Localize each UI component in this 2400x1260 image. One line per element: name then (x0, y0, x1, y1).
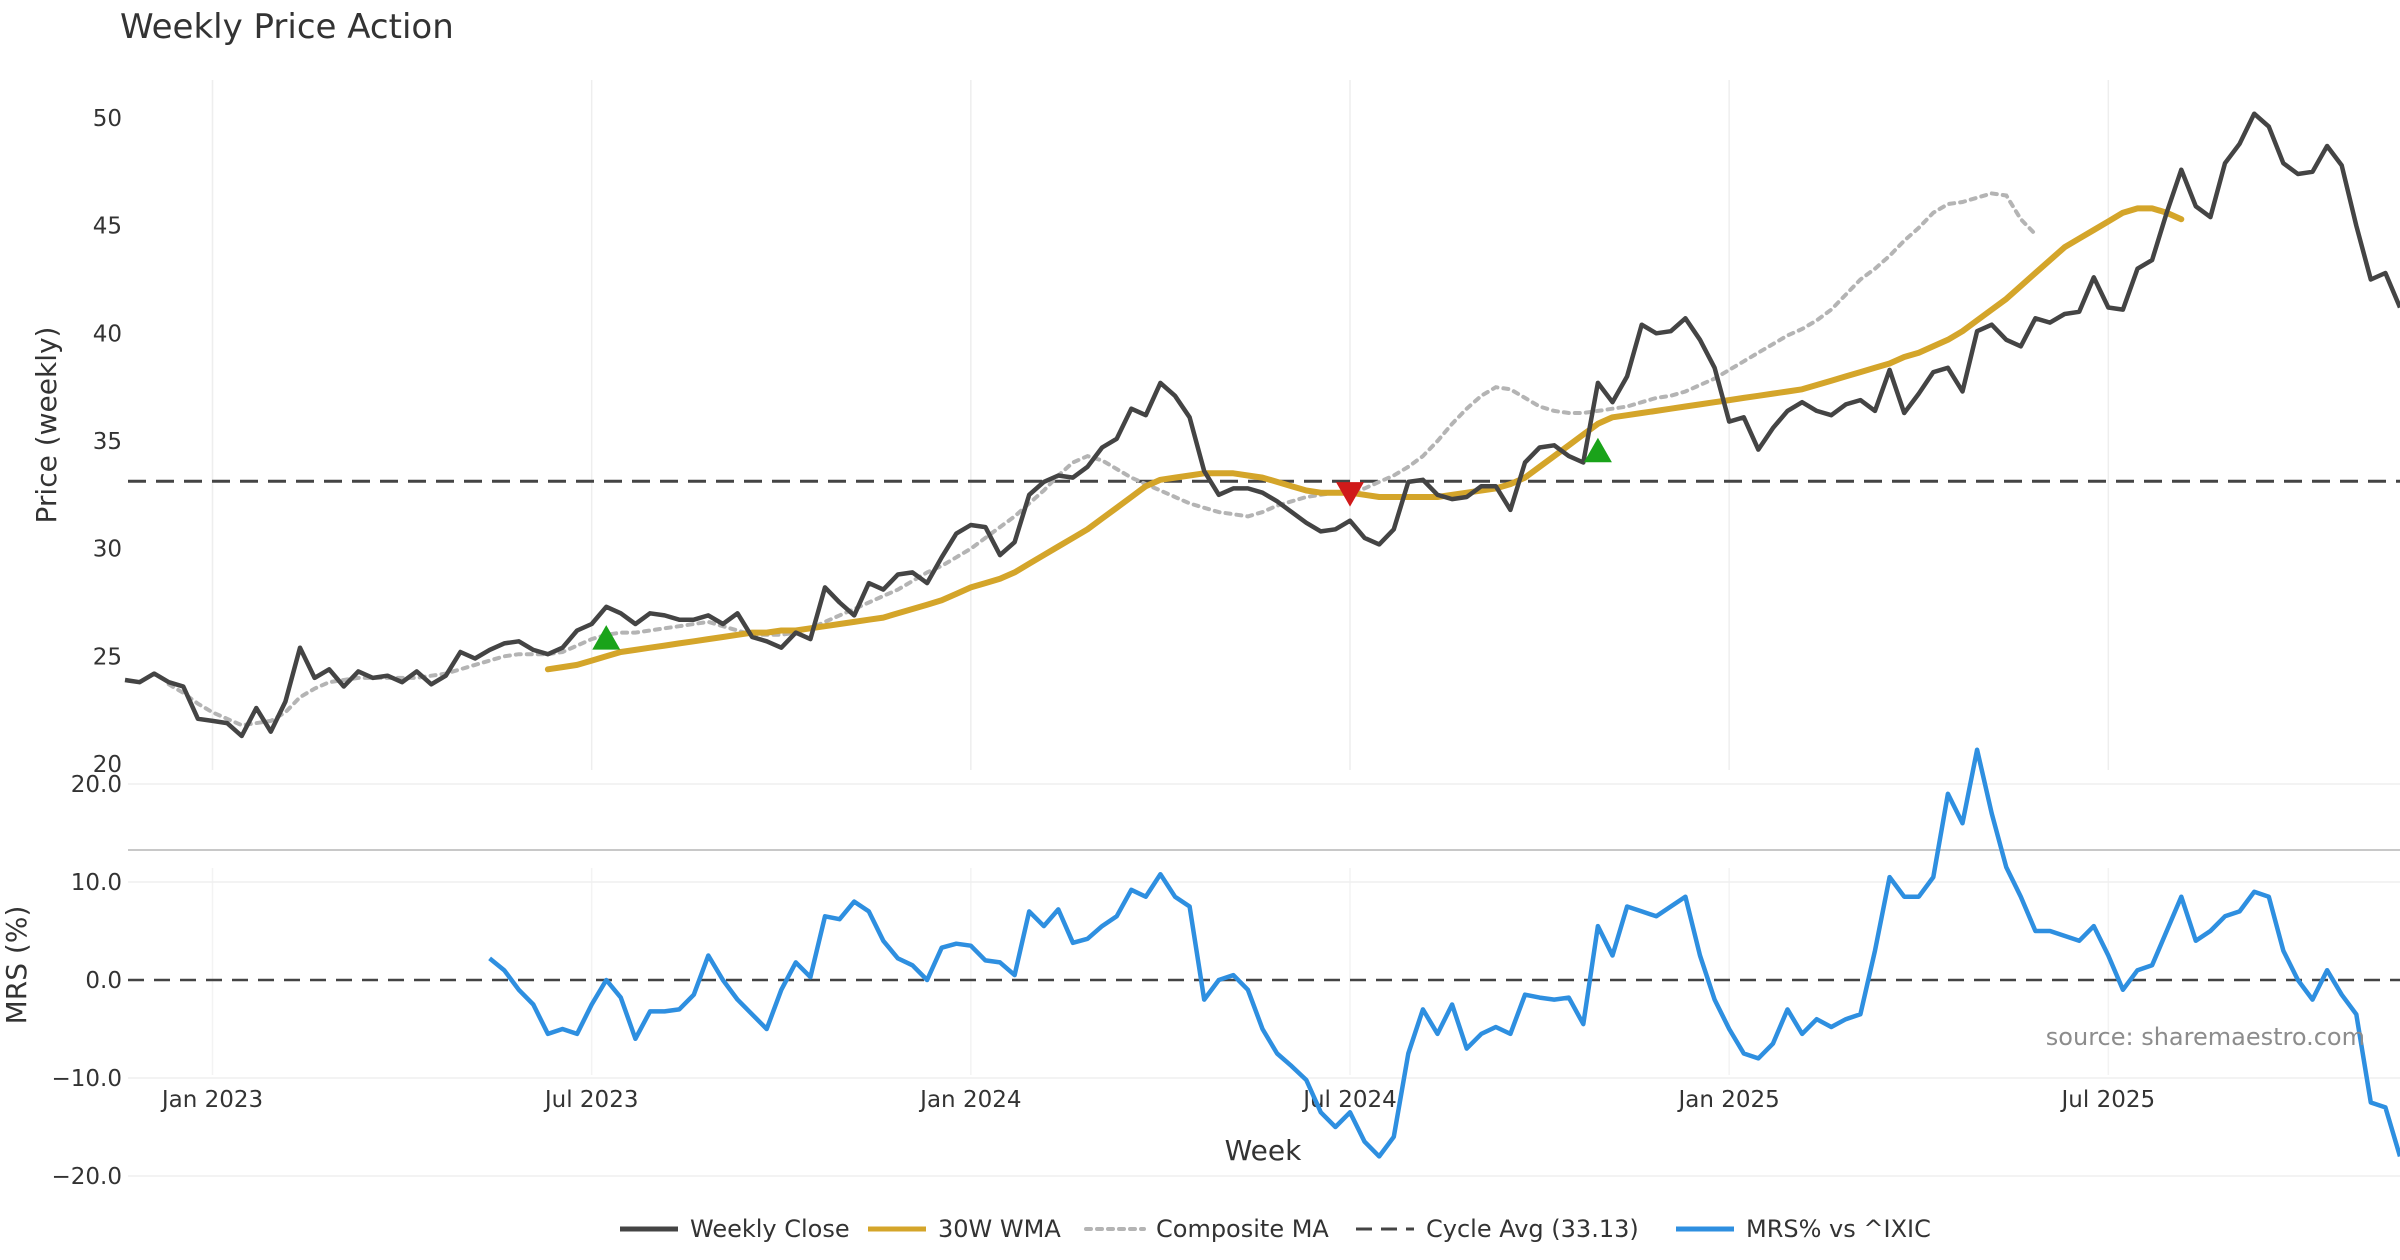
price-series (124, 111, 2400, 739)
mrs-line (488, 747, 2400, 1159)
legend-item: Weekly Close (620, 1215, 850, 1243)
legend-label: MRS% vs ^IXIC (1746, 1215, 1931, 1243)
mrs-y-tick-label: −20.0 (52, 1164, 122, 1190)
mrs-y-tick-label: −10.0 (52, 1066, 122, 1092)
wma-30w-line (544, 205, 2185, 673)
mrs-y-ticks: −20.0 −10.0 0.0 10.0 20.0 (52, 772, 122, 1190)
x-axis-label: Week (1225, 1134, 1302, 1167)
mrs-y-tick-label: 10.0 (71, 870, 122, 896)
legend-item: MRS% vs ^IXIC (1676, 1215, 1931, 1243)
legend-label: 30W WMA (938, 1215, 1061, 1243)
mrs-y-tick-label: 0.0 (85, 968, 122, 994)
price-y-tick-label: 20 (93, 752, 122, 778)
source-annotation: source: sharemaestro.com (2046, 1023, 2365, 1051)
price-y-tick-label: 45 (93, 214, 122, 240)
mrs-y-label: MRS (%) (0, 906, 33, 1025)
legend-item: 30W WMA (868, 1215, 1061, 1243)
price-y-label: Price (weekly) (30, 327, 63, 524)
chart-title: Weekly Price Action (120, 7, 454, 47)
composite-ma-line (166, 191, 2038, 728)
legend-label: Cycle Avg (33.13) (1426, 1215, 1639, 1243)
legend-item: Composite MA (1084, 1215, 1329, 1243)
price-y-ticks: 20 25 30 35 40 45 50 (93, 106, 122, 778)
buy-signal-marker (592, 625, 621, 650)
price-y-tick-label: 35 (93, 429, 122, 455)
x-tick-label: Jul 2025 (2060, 1087, 2156, 1113)
mrs-series (128, 747, 2400, 1159)
signal-markers (592, 437, 1612, 650)
legend-item: Cycle Avg (33.13) (1356, 1215, 1639, 1243)
x-tick-label: Jul 2023 (543, 1087, 639, 1113)
chart-legend: Weekly Close 30W WMA Composite MA Cycle Avg… (620, 1215, 1931, 1243)
vertical-gridlines (211, 80, 2110, 1075)
buy-signal-marker (1583, 437, 1612, 463)
x-tick-label: Jan 2023 (160, 1087, 263, 1113)
x-tick-label: Jan 2024 (918, 1087, 1021, 1113)
mrs-panel-grid (128, 783, 2400, 1177)
legend-label: Composite MA (1156, 1215, 1329, 1243)
weekly-close-line (124, 111, 2400, 739)
price-y-tick-label: 50 (93, 106, 122, 132)
legend-label: Weekly Close (690, 1215, 850, 1243)
price-y-tick-label: 25 (93, 644, 122, 670)
mrs-y-tick-label: 20.0 (71, 772, 122, 798)
sell-signal-marker (1336, 482, 1364, 507)
x-tick-label: Jan 2025 (1677, 1087, 1780, 1113)
price-y-tick-label: 40 (93, 321, 122, 347)
x-ticks: Jan 2023 Jul 2023 Jan 2024 Jul 2024 Jan 2025… (160, 1087, 2155, 1113)
price-y-tick-label: 30 (93, 537, 122, 563)
